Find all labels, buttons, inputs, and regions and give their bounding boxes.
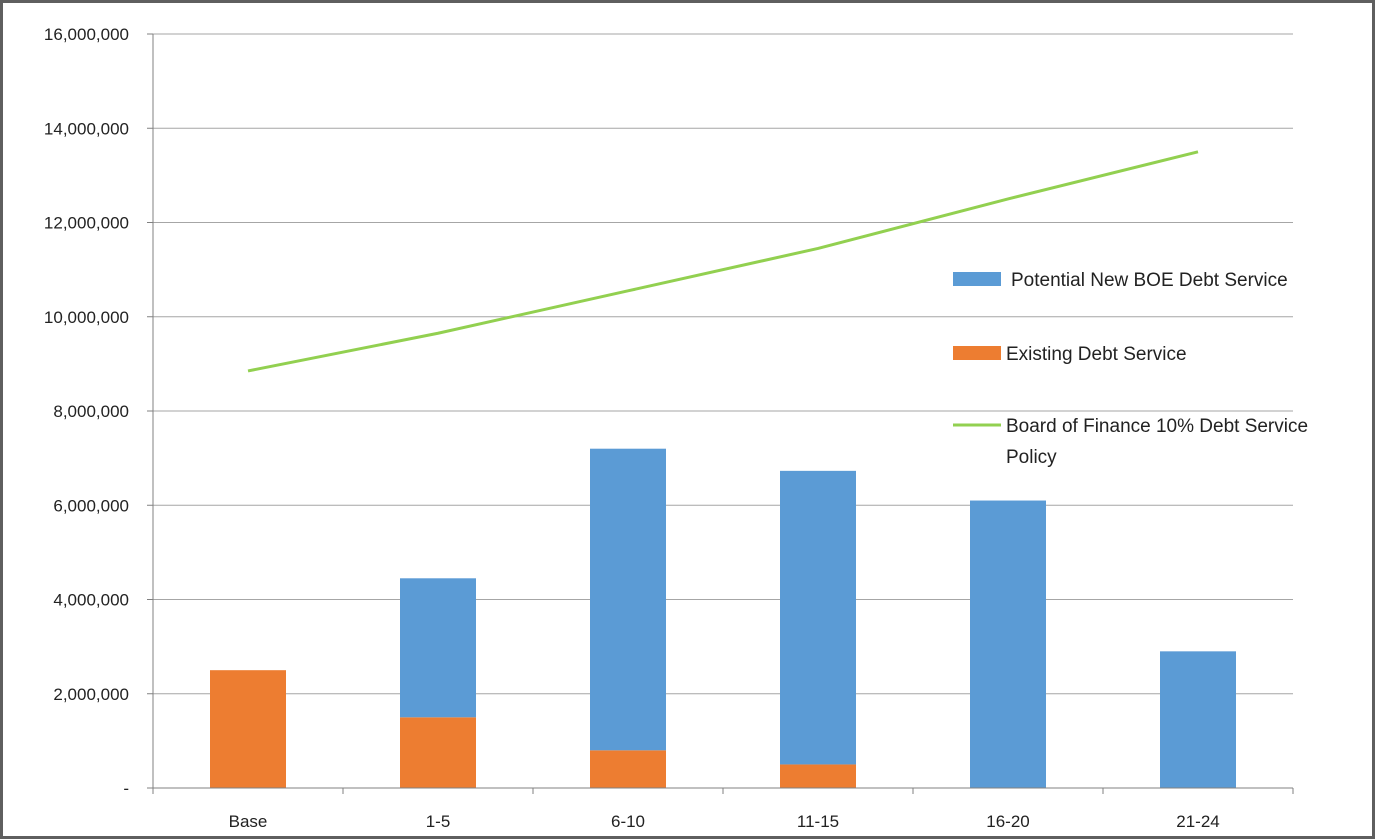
x-axis-tick-labels: Base 1-5 6-10 11-15 16-20 21-24: [229, 812, 1220, 831]
bar: [780, 764, 856, 788]
legend-swatch: [953, 346, 1001, 360]
legend-label: Board of Finance 10% Debt Service: [1006, 416, 1308, 437]
x-tick-label: Base: [229, 812, 268, 831]
legend-label: Potential New BOE Debt Service: [1011, 270, 1288, 291]
legend-label: Existing Debt Service: [1006, 344, 1187, 365]
legend-label: Policy: [1006, 447, 1057, 468]
y-tick-label: -: [123, 779, 129, 798]
y-tick-label: 16,000,000: [44, 25, 129, 44]
y-tick-label: 2,000,000: [53, 685, 129, 704]
legend-swatch: [953, 272, 1001, 286]
y-tick-label: 6,000,000: [53, 496, 129, 515]
x-tick-label: 6-10: [611, 812, 645, 831]
x-tick-label: 1-5: [426, 812, 451, 831]
y-tick-label: 14,000,000: [44, 119, 129, 138]
y-axis-tick-labels: - 2,000,000 4,000,000 6,000,000 8,000,000 10,…: [44, 25, 129, 798]
legend: Potential New BOE Debt Service Existing D…: [953, 270, 1308, 468]
y-tick-label: 8,000,000: [53, 402, 129, 421]
x-tick-label: 21-24: [1176, 812, 1219, 831]
bar: [400, 578, 476, 718]
bar-series: [210, 448, 1236, 788]
axes: [147, 33, 1294, 794]
x-tick-label: 11-15: [797, 812, 839, 831]
bar: [210, 670, 286, 788]
bar: [590, 448, 666, 751]
x-tick-label: 16-20: [986, 812, 1029, 831]
bar: [1160, 651, 1236, 788]
y-tick-label: 12,000,000: [44, 214, 129, 233]
y-tick-label: 10,000,000: [44, 308, 129, 327]
y-tick-label: 4,000,000: [53, 591, 129, 610]
bar: [590, 750, 666, 788]
bar: [400, 717, 476, 788]
bar: [780, 470, 856, 765]
gridlines: [153, 33, 1293, 695]
bar: [970, 500, 1046, 788]
stacked-bar-chart: - 2,000,000 4,000,000 6,000,000 8,000,000 10,…: [44, 25, 1308, 831]
policy-line: [247, 150, 1199, 373]
line-series: [247, 150, 1199, 373]
